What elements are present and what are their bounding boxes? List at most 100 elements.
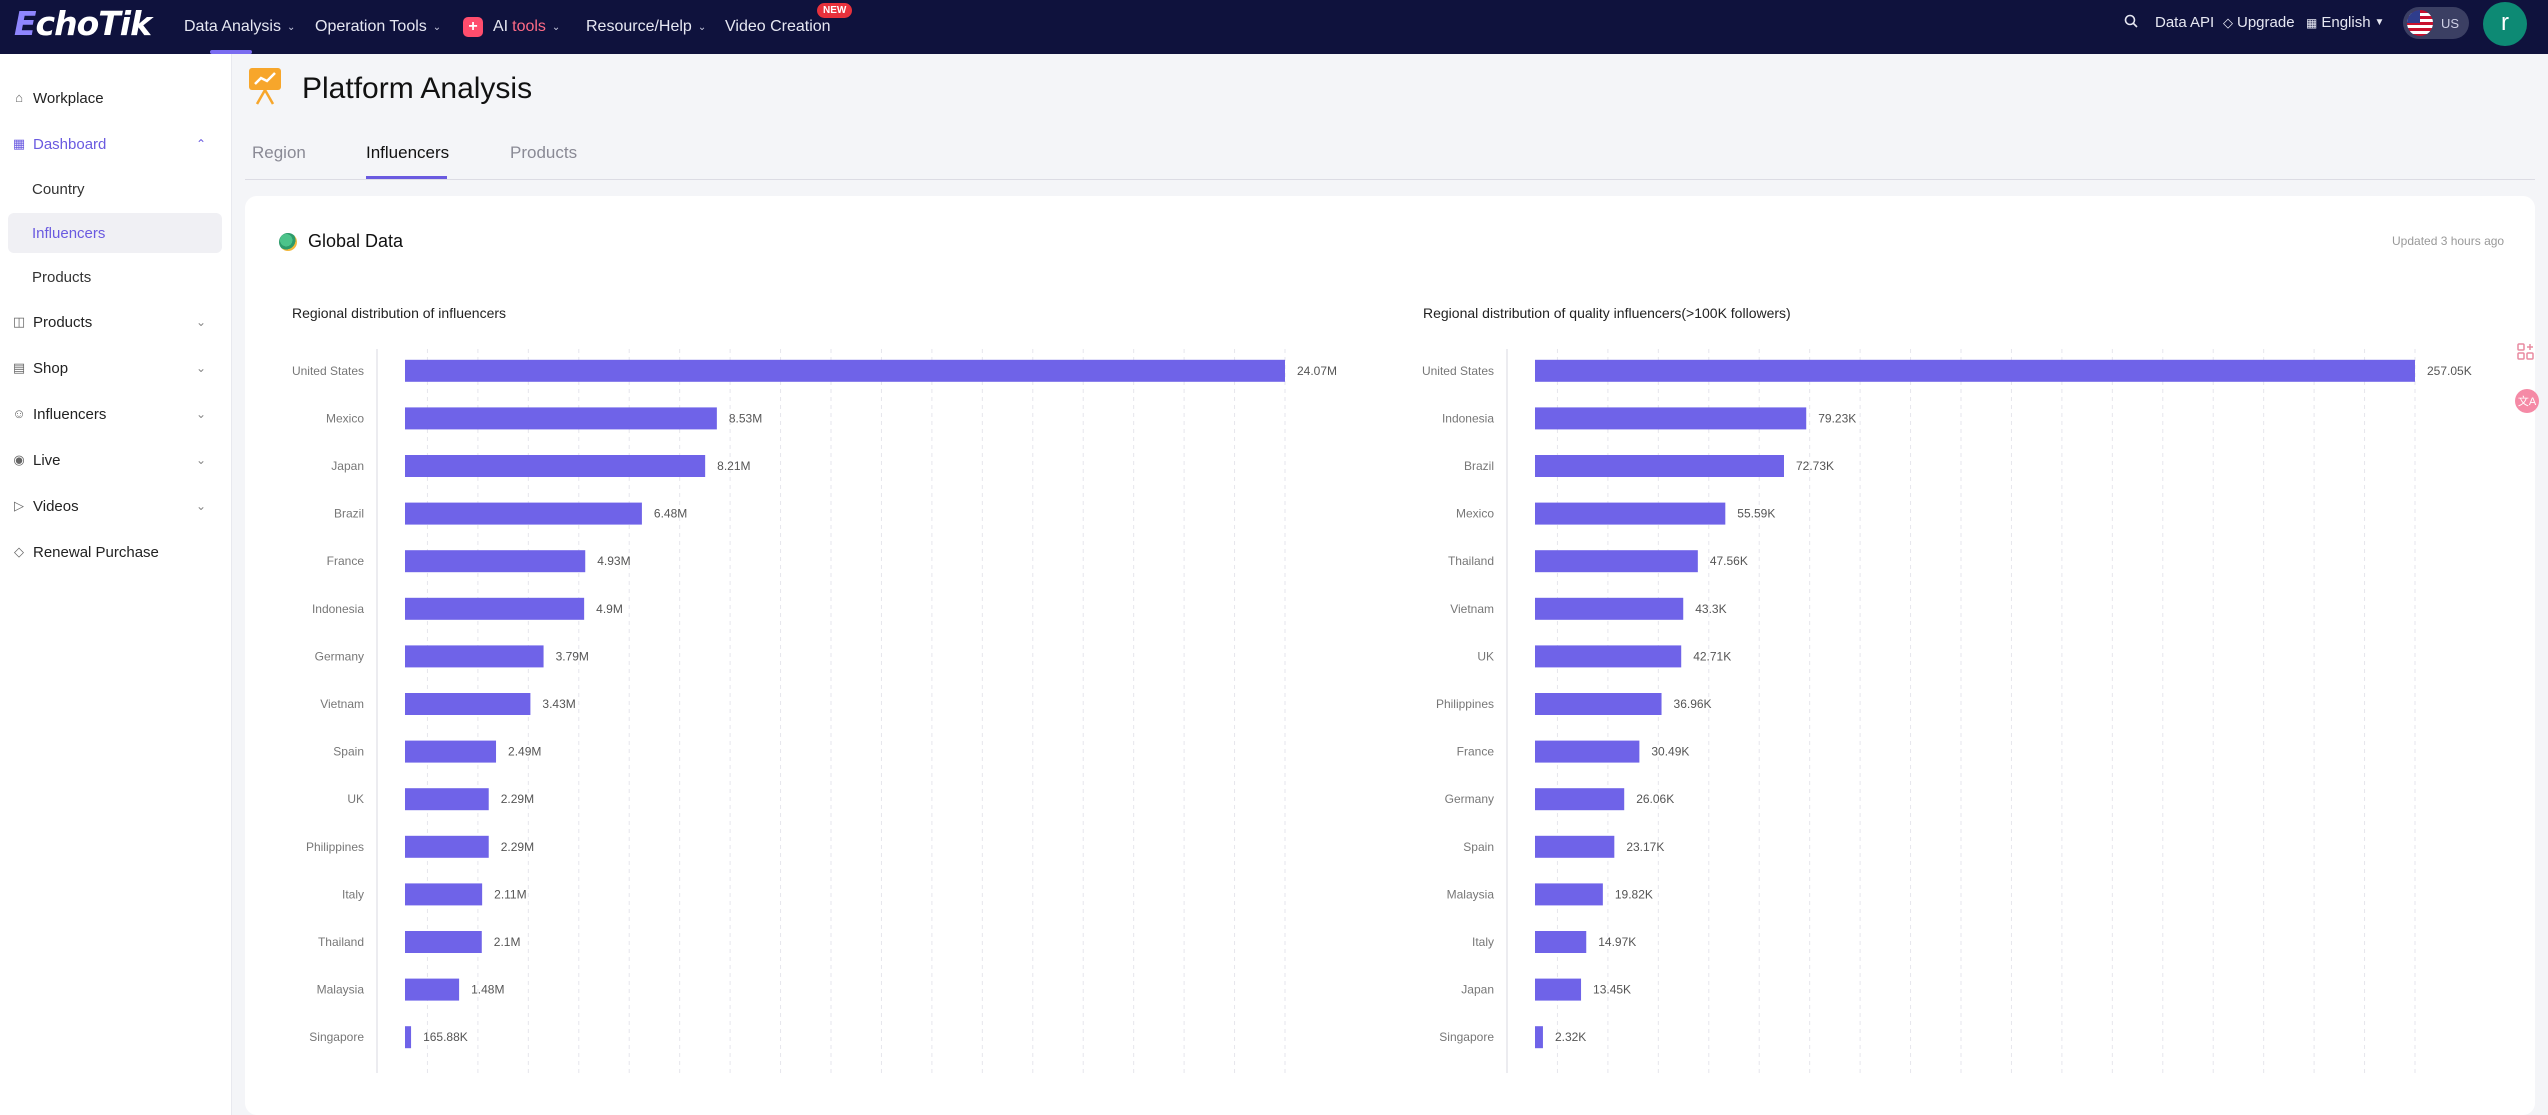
global-data-card bbox=[245, 196, 2535, 1115]
data-label: 42.71K bbox=[1693, 649, 1731, 663]
sidebar-item-influencers[interactable]: ☺ Influencers ⌄ bbox=[0, 394, 232, 434]
nav-operation-tools-label: Operation Tools bbox=[315, 18, 427, 35]
bar bbox=[1535, 359, 2415, 382]
sidebar-subitem-country[interactable]: Country bbox=[0, 169, 232, 209]
sidebar-item-workplace[interactable]: ⌂ Workplace bbox=[0, 78, 232, 118]
tick-label: Japan bbox=[331, 459, 364, 473]
tab-influencers[interactable]: Influencers bbox=[366, 143, 450, 162]
data-label: 30.49K bbox=[1651, 745, 1689, 759]
data-api-link[interactable]: Data API bbox=[2155, 14, 2214, 31]
chevron-down-icon: ⌄ bbox=[697, 21, 707, 33]
data-label: 19.82K bbox=[1615, 887, 1653, 901]
tick-label: Spain bbox=[333, 745, 364, 759]
grid-icon: ▦ bbox=[12, 136, 26, 151]
tick-label: UK bbox=[1477, 649, 1494, 663]
bar bbox=[405, 883, 483, 906]
sidebar-item-label: Shop bbox=[33, 359, 69, 377]
tick-label: Germany bbox=[315, 649, 364, 663]
presentation-chart-icon bbox=[249, 68, 281, 105]
upgrade-button[interactable]: ◇ Upgrade bbox=[2223, 14, 2295, 31]
bar bbox=[1535, 883, 1603, 906]
bar bbox=[405, 645, 544, 668]
tick-label: Italy bbox=[342, 887, 364, 901]
bar bbox=[1535, 978, 1582, 1001]
data-label: 8.21M bbox=[717, 459, 750, 473]
nav-video-creation[interactable]: Video Creation bbox=[725, 14, 831, 40]
tick-label: Singapore bbox=[309, 1030, 364, 1044]
data-label: 1.48M bbox=[471, 983, 504, 997]
tick-label: Brazil bbox=[1464, 459, 1494, 473]
tick-label: Philippines bbox=[306, 840, 364, 854]
globe-icon bbox=[279, 233, 297, 251]
tab-divider bbox=[245, 179, 2535, 180]
home-icon: ⌂ bbox=[15, 90, 23, 105]
bar bbox=[1535, 645, 1682, 668]
data-label: 2.32K bbox=[1555, 1030, 1586, 1044]
data-label: 6.48M bbox=[654, 507, 687, 521]
tick-label: France bbox=[327, 554, 365, 568]
sidebar-item-label: Dashboard bbox=[33, 135, 107, 153]
diamond-icon: ◇ bbox=[14, 544, 24, 559]
live-icon: ◉ bbox=[13, 452, 25, 467]
upgrade-label: Upgrade bbox=[2237, 14, 2295, 31]
sidebar-item-dashboard[interactable]: ▦ Dashboard ⌃ bbox=[0, 124, 232, 164]
data-label: 165.88K bbox=[423, 1030, 468, 1044]
data-label: 36.96K bbox=[1674, 697, 1712, 711]
bar bbox=[1535, 597, 1684, 620]
nav-operation-tools[interactable]: Operation Tools ⌄ bbox=[315, 14, 441, 40]
top-navbar: EchoTik Data Analysis ⌄ Operation Tools … bbox=[0, 0, 2548, 54]
translate-float-icon[interactable]: 文A bbox=[2514, 388, 2540, 414]
echotik-logo[interactable]: EchoTik bbox=[14, 4, 152, 43]
sidebar: ⌂ Workplace ▦ Dashboard ⌃ Country Influe… bbox=[0, 54, 232, 1115]
caret-down-icon: ▼ bbox=[2374, 17, 2385, 28]
nav-data-analysis[interactable]: Data Analysis ⌄ bbox=[184, 14, 295, 40]
sidebar-item-label: Live bbox=[33, 451, 61, 469]
tick-label: Spain bbox=[1463, 840, 1494, 854]
tick-label: Thailand bbox=[318, 935, 364, 949]
region-selector[interactable]: US bbox=[2403, 7, 2469, 39]
bar bbox=[405, 597, 585, 620]
nav-video-creation-label: Video Creation bbox=[725, 18, 831, 35]
tick-label: Japan bbox=[1461, 983, 1494, 997]
bar bbox=[405, 359, 1285, 382]
svg-text:文A: 文A bbox=[2518, 394, 2537, 408]
tick-label: Mexico bbox=[1456, 507, 1494, 521]
data-label: 4.9M bbox=[596, 602, 623, 616]
data-api-label: Data API bbox=[2155, 14, 2215, 31]
active-nav-indicator bbox=[210, 50, 252, 54]
chevron-down-icon: ⌄ bbox=[432, 21, 442, 33]
tick-label: Brazil bbox=[334, 507, 364, 521]
tab-products[interactable]: Products bbox=[510, 143, 578, 162]
sidebar-item-videos[interactable]: ▷ Videos ⌄ bbox=[0, 486, 232, 526]
quality-influencers-bar-chart: United States 257.05K Indonesia 79.23K Brazi… bbox=[1422, 349, 2472, 1073]
tick-label: United States bbox=[1422, 364, 1494, 378]
sidebar-subitem-products[interactable]: Products bbox=[0, 257, 232, 297]
sidebar-item-shop[interactable]: ▤ Shop ⌄ bbox=[0, 348, 232, 388]
sidebar-item-live[interactable]: ◉ Live ⌄ bbox=[0, 440, 232, 480]
bar bbox=[405, 835, 489, 858]
bar bbox=[1535, 788, 1625, 811]
region-label: US bbox=[2441, 15, 2460, 31]
data-label: 2.29M bbox=[501, 840, 534, 854]
sidebar-subitem-label: Influencers bbox=[32, 224, 106, 242]
data-label: 55.59K bbox=[1737, 507, 1775, 521]
tab-region[interactable]: Region bbox=[252, 143, 306, 162]
sidebar-item-label: Influencers bbox=[33, 405, 107, 423]
data-label: 257.05K bbox=[2427, 364, 2472, 378]
avatar[interactable]: r bbox=[2483, 2, 2527, 46]
us-flag-icon bbox=[2407, 10, 2433, 36]
apps-add-icon[interactable] bbox=[2516, 342, 2536, 362]
sidebar-item-products[interactable]: ◫ Products ⌄ bbox=[0, 302, 232, 342]
data-label: 2.1M bbox=[494, 935, 521, 949]
sidebar-item-renewal-purchase[interactable]: ◇ Renewal Purchase bbox=[0, 532, 232, 572]
sidebar-subitem-influencers[interactable]: Influencers bbox=[8, 213, 222, 253]
chevron-down-icon: ⌄ bbox=[286, 21, 296, 33]
chart-title-influencers: Regional distribution of influencers bbox=[292, 305, 507, 321]
bar bbox=[405, 788, 489, 811]
tick-label: Malaysia bbox=[1447, 887, 1495, 901]
language-selector[interactable]: ▦ English ▼ bbox=[2306, 14, 2384, 31]
search-button[interactable] bbox=[2124, 14, 2138, 28]
nav-resource-help[interactable]: Resource/Help ⌄ bbox=[586, 14, 706, 40]
bar bbox=[405, 455, 706, 477]
nav-ai-tools[interactable]: + AI tools ⌄ bbox=[463, 14, 560, 40]
